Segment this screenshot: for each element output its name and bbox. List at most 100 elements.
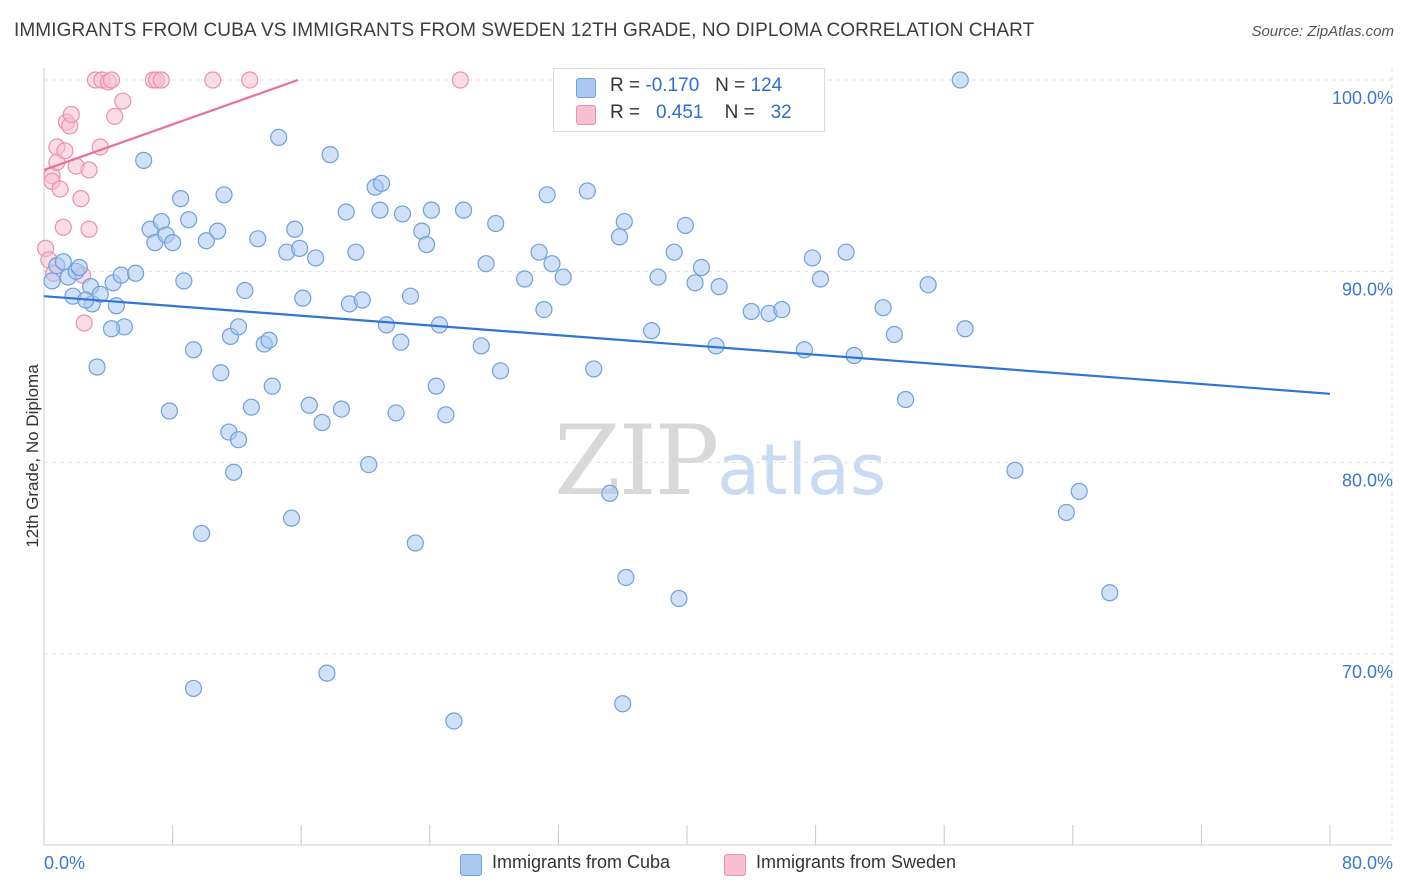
watermark-atlas: atlas bbox=[717, 429, 887, 511]
cuba-point bbox=[164, 234, 182, 252]
cuba-point bbox=[209, 222, 227, 240]
cuba-point bbox=[427, 377, 445, 395]
sweden-n-label: N = bbox=[724, 102, 755, 123]
sweden-point bbox=[75, 314, 93, 332]
cuba-point bbox=[401, 287, 420, 305]
cuba-point bbox=[242, 398, 260, 416]
sweden-point bbox=[152, 71, 170, 89]
bottom-cuba-label: Immigrants from Cuba bbox=[492, 852, 671, 872]
sweden-point bbox=[80, 161, 98, 179]
cuba-point bbox=[543, 255, 561, 273]
sweden-point bbox=[62, 105, 80, 124]
sweden-trend-line bbox=[43, 78, 299, 171]
cuba-point bbox=[91, 285, 109, 303]
y-tick-label: 90.0% bbox=[1342, 279, 1393, 299]
cuba-point bbox=[874, 299, 892, 317]
cuba-trend-line bbox=[43, 295, 1331, 395]
sweden-swatch bbox=[576, 105, 596, 125]
y-tick-label: 100.0% bbox=[1332, 88, 1393, 108]
cuba-point bbox=[445, 712, 463, 730]
cuba-point bbox=[321, 146, 339, 164]
cuba-point bbox=[294, 289, 312, 307]
cuba-point bbox=[347, 243, 365, 261]
cuba-point bbox=[88, 358, 106, 376]
cuba-point bbox=[614, 695, 632, 713]
cuba-point bbox=[337, 203, 355, 221]
chart-title: IMMIGRANTS FROM CUBA VS IMMIGRANTS FROM … bbox=[14, 20, 1035, 41]
cuba-point bbox=[837, 243, 855, 261]
cuba-point bbox=[535, 301, 553, 319]
cuba-point bbox=[615, 212, 633, 231]
cuba-point bbox=[360, 455, 378, 474]
cuba-point bbox=[643, 322, 661, 340]
tick-labels: 70.0% 80.0% 90.0% 100.0% 0.0% 80.0% bbox=[44, 88, 1393, 873]
cuba-n-value: 124 bbox=[750, 75, 783, 96]
cuba-point bbox=[742, 302, 760, 321]
cuba-point bbox=[686, 274, 704, 292]
cuba-point bbox=[70, 258, 88, 277]
trend-lines bbox=[43, 78, 1331, 395]
y-tick-label: 80.0% bbox=[1342, 471, 1393, 491]
cuba-point bbox=[307, 249, 325, 267]
cuba-point bbox=[417, 235, 436, 254]
axes bbox=[43, 68, 1392, 846]
cuba-point bbox=[530, 243, 548, 261]
cuba-point bbox=[897, 390, 915, 409]
cuba-point bbox=[811, 270, 830, 288]
cuba-r-label: R = bbox=[610, 75, 641, 96]
cuba-point bbox=[710, 278, 728, 296]
cuba-point bbox=[270, 128, 288, 146]
cuba-point bbox=[472, 337, 490, 355]
cuba-point bbox=[516, 270, 534, 288]
cuba-point bbox=[236, 281, 254, 300]
sweden-point bbox=[114, 92, 132, 110]
cuba-point bbox=[422, 201, 441, 219]
cuba-point bbox=[803, 249, 821, 267]
cuba-point bbox=[585, 360, 603, 378]
sweden-point bbox=[106, 107, 124, 125]
bottom-cuba-swatch bbox=[460, 854, 482, 876]
cuba-point bbox=[676, 216, 694, 235]
cuba-point bbox=[919, 276, 937, 294]
y-tick-label: 70.0% bbox=[1342, 662, 1393, 682]
cuba-point bbox=[112, 266, 130, 284]
cuba-point bbox=[1070, 482, 1088, 500]
cuba-point bbox=[127, 264, 145, 282]
cuba-point bbox=[300, 396, 318, 414]
cuba-r-value: -0.170 bbox=[645, 75, 700, 96]
cuba-point bbox=[229, 431, 248, 449]
cuba-swatch bbox=[576, 78, 596, 98]
cuba-point bbox=[102, 320, 121, 338]
legend-sweden-text: R = 0.451 N = 32 bbox=[610, 102, 792, 124]
cuba-point bbox=[487, 214, 505, 233]
cuba-point bbox=[286, 220, 304, 238]
cuba-point bbox=[197, 232, 215, 250]
legend-cuba-text: R = -0.170 N = 124 bbox=[610, 75, 782, 97]
cuba-point bbox=[160, 402, 178, 420]
cuba-point bbox=[249, 230, 267, 248]
bottom-sweden-label: Immigrants from Sweden bbox=[756, 852, 957, 872]
cuba-point bbox=[885, 325, 903, 344]
cuba-point bbox=[406, 534, 424, 552]
cuba-point bbox=[1057, 503, 1075, 522]
cuba-point bbox=[54, 253, 72, 271]
cuba-point bbox=[491, 362, 510, 380]
cuba-point bbox=[392, 333, 410, 351]
sweden-point bbox=[451, 71, 469, 89]
cuba-point bbox=[260, 331, 278, 349]
cuba-point bbox=[184, 341, 203, 359]
bottom-sweden-swatch bbox=[724, 854, 746, 876]
cuba-point bbox=[845, 346, 863, 365]
cuba-point bbox=[184, 679, 203, 698]
cuba-point bbox=[610, 228, 629, 246]
cuba-point bbox=[212, 364, 230, 382]
cuba-point bbox=[229, 318, 248, 336]
cuba-point bbox=[387, 404, 405, 422]
cuba-n-label: N = bbox=[715, 75, 746, 96]
cuba-point bbox=[951, 71, 969, 89]
watermark-zip: ZIP bbox=[554, 405, 719, 517]
cuba-point bbox=[649, 268, 667, 286]
sweden-r-value: 0.451 bbox=[655, 102, 704, 123]
cuba-point bbox=[215, 186, 233, 204]
